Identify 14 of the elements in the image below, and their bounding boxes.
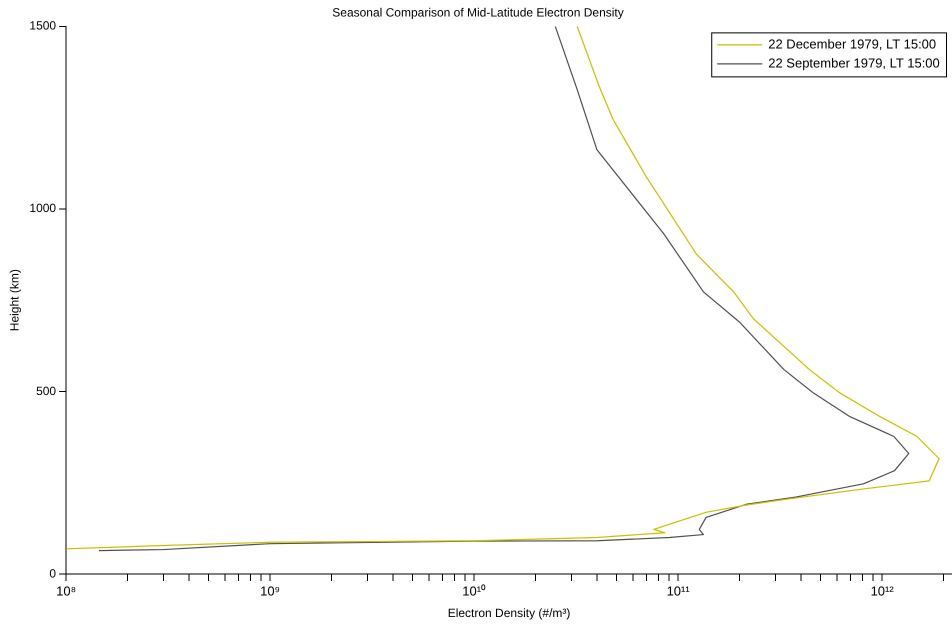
x-tick-label: 10⁸ — [56, 583, 76, 598]
chart-title: Seasonal Comparison of Mid-Latitude Electron Density — [332, 6, 624, 20]
y-tick-label: 1000 — [29, 201, 56, 216]
y-tick-label: 1500 — [29, 18, 56, 33]
x-tick-label: 10¹² — [870, 583, 894, 598]
x-tick-label: 10⁹ — [260, 583, 280, 598]
x-tick-label: 10¹⁰ — [462, 583, 486, 598]
x-tick-label: 10¹¹ — [666, 583, 690, 598]
y-tick-label: 500 — [36, 384, 56, 398]
legend-label: 22 December 1979, LT 15:00 — [768, 36, 936, 52]
y-tick-label: 0 — [49, 566, 56, 580]
x-axis-title: Electron Density (#/m³) — [448, 606, 570, 620]
y-axis-title: Height (km) — [8, 269, 22, 332]
legend-label: 22 September 1979, LT 15:00 — [768, 55, 940, 70]
